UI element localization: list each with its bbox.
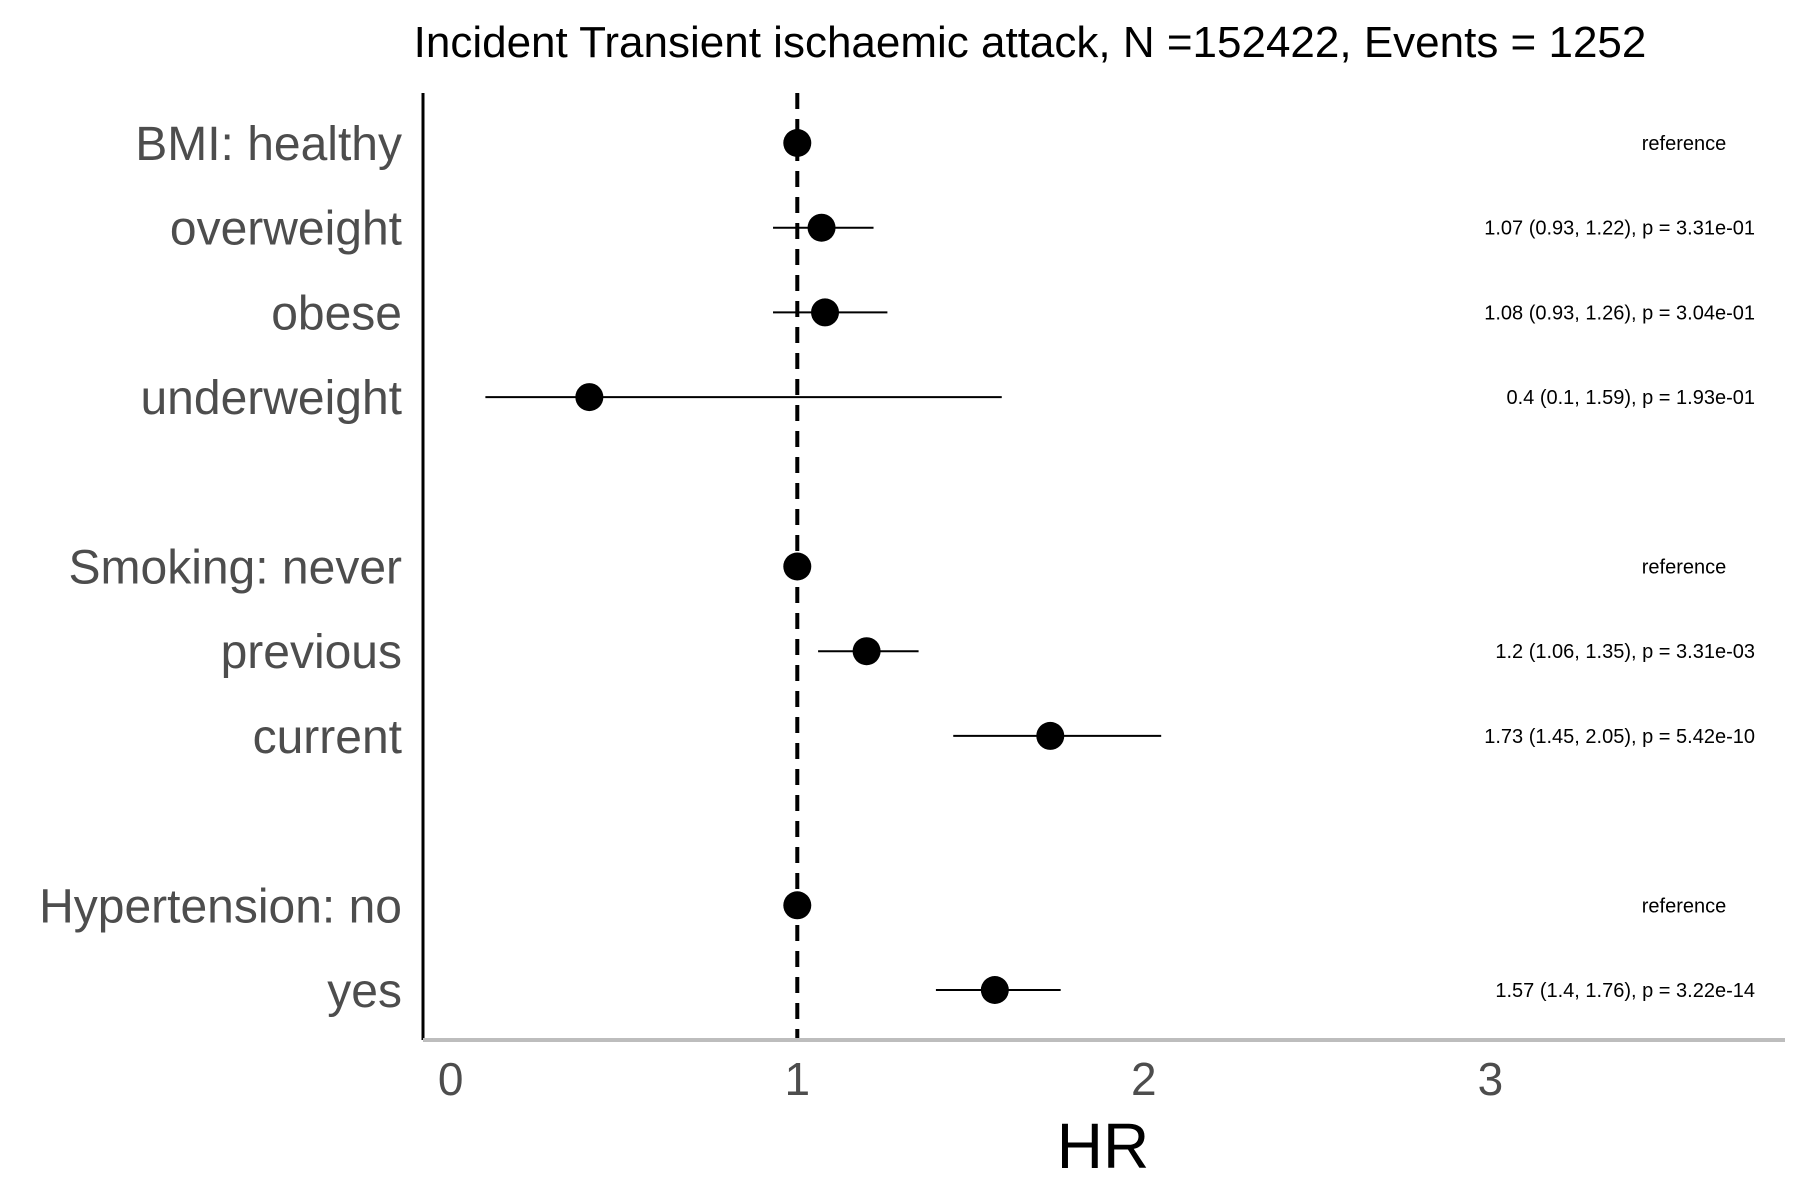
row-label: Smoking: never [69, 542, 403, 595]
row-annotation: reference [1642, 895, 1727, 917]
row-label: Hypertension: no [39, 880, 402, 933]
hr-point [575, 383, 604, 412]
hr-point [783, 129, 812, 157]
row-label: overweight [170, 203, 402, 256]
row-annotation: 1.2 (1.06, 1.35), p = 3.31e-03 [1495, 641, 1755, 663]
hr-point [980, 976, 1009, 1004]
row-annotation: 1.57 (1.4, 1.76), p = 3.22e-14 [1495, 980, 1755, 1002]
row-annotation: 1.73 (1.45, 2.05), p = 5.42e-10 [1484, 726, 1755, 748]
row-label: obese [271, 287, 402, 340]
x-tick-label: 2 [1131, 1053, 1157, 1105]
x-tick-label: 3 [1478, 1053, 1504, 1105]
hr-point [1036, 721, 1065, 750]
row-label: BMI: healthy [135, 118, 402, 171]
row-label: underweight [140, 372, 402, 425]
row-label: yes [327, 965, 402, 1018]
row-annotation: 1.08 (0.93, 1.26), p = 3.04e-01 [1484, 302, 1755, 324]
row-annotation: 1.07 (0.93, 1.22), p = 3.31e-01 [1484, 218, 1755, 240]
rows-layer: BMI: healthy reference overweight 1.07 (0.9… [39, 118, 1755, 1018]
x-tick-label: 1 [784, 1053, 810, 1105]
x-tick-label: 0 [438, 1053, 464, 1105]
row-annotation: 0.4 (0.1, 1.59), p = 1.93e-01 [1506, 387, 1755, 409]
hr-point [852, 637, 881, 666]
hr-point [807, 213, 836, 242]
row-annotation: reference [1642, 133, 1727, 155]
hr-point [811, 298, 840, 327]
x-axis-title: HR [1057, 1110, 1149, 1182]
x-ticks: 0 1 2 3 [438, 1053, 1503, 1105]
row-annotation: reference [1642, 557, 1727, 579]
row-label: current [253, 711, 402, 764]
chart-title: Incident Transient ischaemic attack, N =… [414, 18, 1647, 67]
row-label: previous [221, 626, 402, 679]
